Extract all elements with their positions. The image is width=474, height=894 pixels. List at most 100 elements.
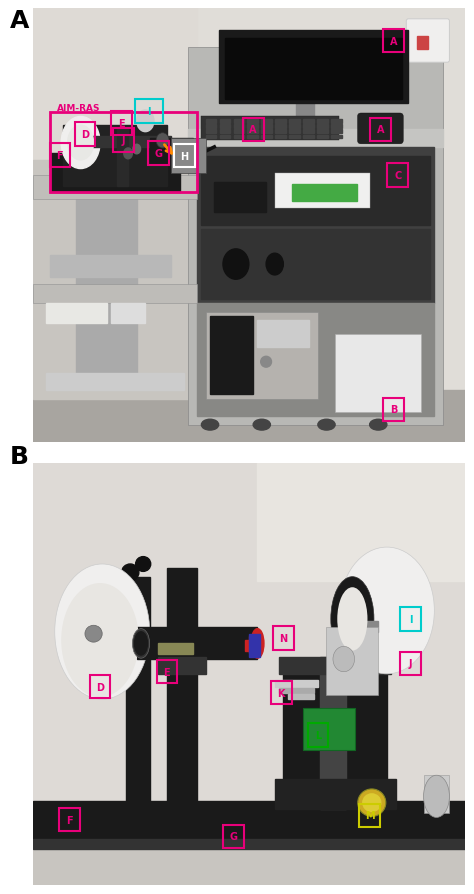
Bar — [223, 825, 244, 848]
Bar — [273, 627, 294, 650]
Bar — [171, 139, 206, 173]
Text: E: E — [164, 667, 170, 677]
Text: A: A — [390, 37, 397, 46]
Bar — [206, 125, 217, 129]
Bar — [167, 569, 197, 809]
Bar — [113, 130, 134, 153]
Bar — [303, 120, 314, 123]
Bar — [261, 120, 272, 123]
Bar — [33, 161, 193, 399]
Bar — [243, 118, 264, 142]
Bar — [275, 131, 286, 134]
Ellipse shape — [124, 148, 132, 160]
Ellipse shape — [132, 628, 150, 659]
Bar — [219, 131, 230, 134]
Bar — [317, 120, 328, 123]
Bar — [249, 634, 260, 657]
Bar — [50, 113, 197, 193]
Bar — [331, 131, 342, 134]
Bar — [261, 136, 272, 139]
Text: F: F — [66, 814, 73, 824]
Bar — [370, 118, 391, 142]
Bar — [247, 136, 258, 139]
Bar — [335, 334, 421, 412]
Bar — [206, 136, 217, 139]
Bar — [249, 637, 260, 653]
Bar — [214, 182, 266, 213]
Bar — [126, 577, 150, 809]
Bar — [247, 120, 258, 123]
Bar — [289, 136, 300, 139]
Bar — [383, 30, 404, 54]
Bar — [275, 120, 286, 123]
Bar — [158, 657, 206, 674]
Ellipse shape — [253, 420, 270, 431]
Text: G: G — [154, 149, 162, 159]
Bar — [137, 628, 257, 659]
Ellipse shape — [137, 111, 154, 132]
Ellipse shape — [261, 357, 272, 367]
Bar — [33, 801, 465, 843]
Bar — [33, 9, 197, 291]
Bar — [387, 164, 408, 188]
Bar — [261, 131, 272, 134]
FancyBboxPatch shape — [406, 20, 449, 63]
Bar — [225, 39, 402, 100]
Text: A: A — [249, 125, 257, 135]
Ellipse shape — [136, 557, 151, 572]
Bar — [303, 125, 314, 129]
Bar — [296, 100, 313, 122]
Bar — [210, 316, 253, 395]
Text: D: D — [81, 130, 89, 139]
Bar — [76, 199, 137, 377]
Bar — [206, 131, 217, 134]
Ellipse shape — [318, 420, 335, 431]
Ellipse shape — [251, 628, 264, 659]
Bar — [206, 120, 217, 123]
Ellipse shape — [337, 587, 367, 651]
Bar — [206, 312, 318, 399]
Bar — [317, 131, 328, 134]
Bar — [257, 321, 309, 347]
Ellipse shape — [331, 577, 374, 662]
Bar — [201, 156, 430, 225]
Bar — [331, 120, 342, 123]
Bar — [417, 38, 428, 50]
Bar — [60, 808, 80, 831]
Bar — [288, 695, 313, 699]
Bar — [219, 120, 230, 123]
Bar — [292, 184, 356, 202]
Bar — [117, 131, 128, 187]
Text: B: B — [9, 444, 28, 468]
Ellipse shape — [55, 564, 150, 699]
Bar — [283, 662, 387, 788]
Text: B: B — [390, 405, 397, 415]
Bar — [400, 652, 421, 675]
Bar — [46, 373, 184, 391]
Bar — [50, 154, 180, 193]
Bar — [74, 122, 95, 147]
Bar — [289, 120, 300, 123]
Bar — [261, 125, 272, 129]
Ellipse shape — [156, 133, 169, 148]
Ellipse shape — [266, 254, 283, 275]
Bar — [234, 136, 244, 139]
Bar — [219, 136, 230, 139]
Bar — [331, 136, 342, 139]
Bar — [317, 136, 328, 139]
Bar — [189, 131, 443, 148]
Ellipse shape — [122, 564, 139, 581]
Text: A: A — [377, 125, 384, 135]
Text: I: I — [409, 614, 412, 624]
Bar — [331, 125, 342, 129]
Text: K: K — [277, 688, 285, 698]
Text: AIM-RAS: AIM-RAS — [57, 104, 100, 113]
Ellipse shape — [339, 547, 434, 674]
Bar — [344, 621, 378, 632]
Ellipse shape — [68, 126, 93, 161]
Bar — [156, 661, 177, 684]
Text: F: F — [56, 150, 63, 161]
Ellipse shape — [362, 793, 382, 813]
Bar — [234, 120, 244, 123]
Bar — [201, 230, 430, 299]
